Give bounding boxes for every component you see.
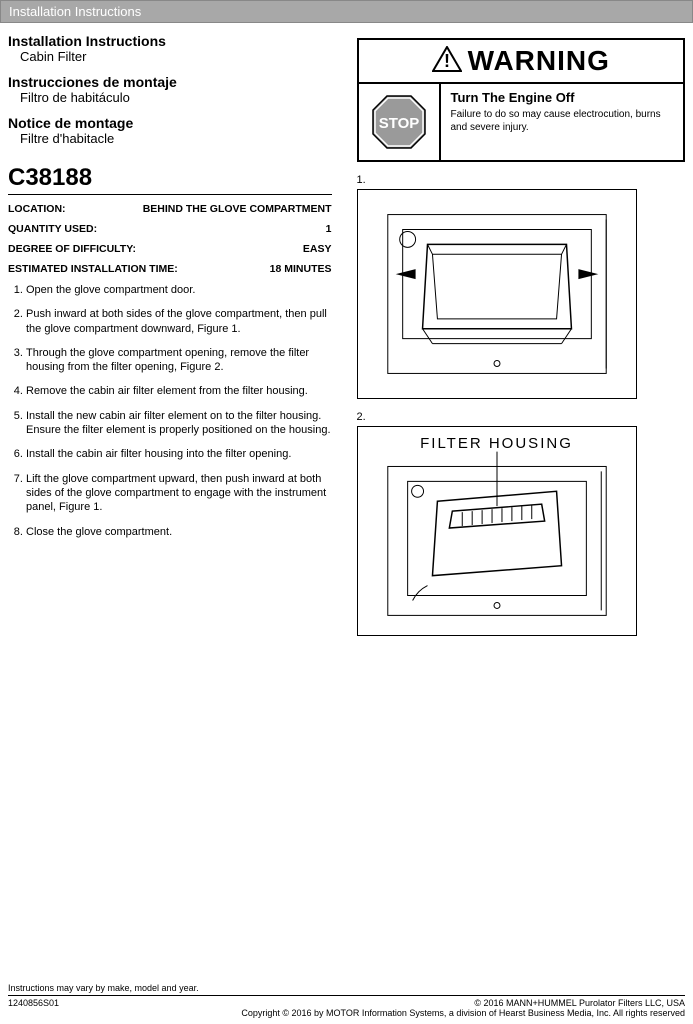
step-item: Remove the cabin air filter element from… <box>26 384 332 398</box>
header-bar: Installation Instructions <box>0 0 693 23</box>
step-item: Lift the glove compartment upward, then … <box>26 472 332 515</box>
footer-copyright-bottom: Copyright © 2016 by MOTOR Information Sy… <box>241 1008 685 1018</box>
footer-disclaimer: Instructions may vary by make, model and… <box>8 983 685 996</box>
warning-text-area: Turn The Engine Off Failure to do so may… <box>441 84 684 160</box>
glove-compartment-illustration <box>358 189 636 399</box>
footer: Instructions may vary by make, model and… <box>0 983 693 1024</box>
step-item: Install the cabin air filter housing int… <box>26 447 332 461</box>
steps-list: Open the glove compartment door. Push in… <box>8 283 332 539</box>
title-fr: Notice de montage Filtre d'habitacle <box>8 115 332 146</box>
spec-value: 1 <box>326 223 332 235</box>
step-item: Open the glove compartment door. <box>26 283 332 297</box>
footer-doc-id: 1240856S01 <box>8 998 59 1018</box>
warning-header: ! WARNING <box>359 40 684 84</box>
spec-value: BEHIND THE GLOVE COMPARTMENT <box>143 203 332 215</box>
title-en: Installation Instructions Cabin Filter <box>8 33 332 64</box>
svg-text:!: ! <box>444 51 450 71</box>
figure-frame <box>357 189 637 399</box>
left-column: Installation Instructions Cabin Filter I… <box>8 33 347 636</box>
footer-bottom: 1240856S01 © 2016 MANN+HUMMEL Purolator … <box>8 998 685 1018</box>
step-item: Install the new cabin air filter element… <box>26 409 332 438</box>
spec-row: ESTIMATED INSTALLATION TIME: 18 MINUTES <box>8 263 332 275</box>
warning-text-title: Turn The Engine Off <box>451 90 674 105</box>
title-sub: Filtro de habitáculo <box>8 90 332 105</box>
step-item: Close the glove compartment. <box>26 525 332 539</box>
step-item: Push inward at both sides of the glove c… <box>26 307 332 336</box>
figure-2: 2. FILTER HOUSING <box>357 411 686 636</box>
spec-row: DEGREE OF DIFFICULTY: EASY <box>8 243 332 255</box>
spec-label: ESTIMATED INSTALLATION TIME: <box>8 263 178 275</box>
figure-number: 2. <box>357 411 686 423</box>
footer-copyright-top: © 2016 MANN+HUMMEL Purolator Filters LLC… <box>241 998 685 1008</box>
spec-row: LOCATION: BEHIND THE GLOVE COMPARTMENT <box>8 203 332 215</box>
warning-header-text: WARNING <box>468 45 610 77</box>
main-content: Installation Instructions Cabin Filter I… <box>0 23 693 636</box>
figure-number: 1. <box>357 174 686 186</box>
title-main: Installation Instructions <box>8 33 332 49</box>
specs-section: LOCATION: BEHIND THE GLOVE COMPARTMENT Q… <box>8 203 332 275</box>
warning-body: STOP Turn The Engine Off Failure to do s… <box>359 84 684 160</box>
filter-housing-illustration <box>358 426 636 636</box>
spec-label: QUANTITY USED: <box>8 223 97 235</box>
product-code: C38188 <box>8 164 332 195</box>
figure-label: FILTER HOUSING <box>358 435 636 452</box>
spec-value: EASY <box>303 243 332 255</box>
svg-text:STOP: STOP <box>378 115 419 132</box>
spec-label: LOCATION: <box>8 203 66 215</box>
title-main: Instrucciones de montaje <box>8 74 332 90</box>
step-item: Through the glove compartment opening, r… <box>26 346 332 375</box>
title-es: Instrucciones de montaje Filtro de habit… <box>8 74 332 105</box>
title-main: Notice de montage <box>8 115 332 131</box>
title-sub: Cabin Filter <box>8 49 332 64</box>
spec-row: QUANTITY USED: 1 <box>8 223 332 235</box>
right-column: ! WARNING STOP Turn The Engine Off Failu… <box>347 33 686 636</box>
title-sub: Filtre d'habitacle <box>8 131 332 146</box>
spec-label: DEGREE OF DIFFICULTY: <box>8 243 136 255</box>
warning-text-body: Failure to do so may cause electrocution… <box>451 108 674 134</box>
figure-frame: FILTER HOUSING <box>357 426 637 636</box>
warning-box: ! WARNING STOP Turn The Engine Off Failu… <box>357 38 686 162</box>
stop-sign-icon: STOP <box>359 84 441 160</box>
warning-triangle-icon: ! <box>432 46 462 77</box>
figure-1: 1. <box>357 174 686 399</box>
footer-copyright: © 2016 MANN+HUMMEL Purolator Filters LLC… <box>241 998 685 1018</box>
titles-section: Installation Instructions Cabin Filter I… <box>8 33 332 146</box>
spec-value: 18 MINUTES <box>270 263 332 275</box>
